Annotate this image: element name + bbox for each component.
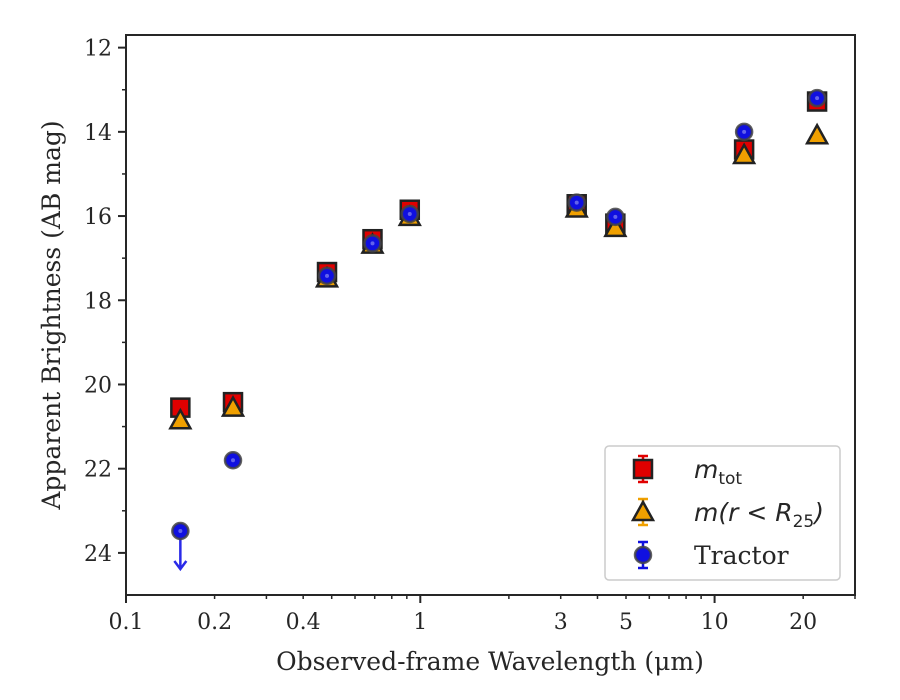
point-highlight xyxy=(613,214,618,219)
y-tick-label: 20 xyxy=(84,373,112,398)
point-highlight xyxy=(742,129,747,134)
point-highlight xyxy=(407,211,412,216)
data-point xyxy=(732,142,757,165)
y-tick-label: 12 xyxy=(84,37,112,62)
legend-marker xyxy=(632,458,654,480)
data-point xyxy=(606,207,625,227)
legend: mtot m(r < R25) Tractor xyxy=(604,445,841,581)
legend-box xyxy=(604,445,841,581)
point-highlight xyxy=(370,241,375,246)
data-point xyxy=(807,88,827,108)
data-point xyxy=(168,407,193,430)
x-tick-label: 10 xyxy=(701,610,729,635)
legend-label: mtot xyxy=(694,455,742,489)
x-axis-title: Observed-frame Wavelength (μm) xyxy=(276,647,704,676)
y-tick-label: 18 xyxy=(84,289,112,314)
data-point xyxy=(400,204,420,224)
x-tick-label: 0.2 xyxy=(197,610,232,635)
data-point xyxy=(317,266,337,286)
x-tick-label: 5 xyxy=(619,610,633,635)
data-point xyxy=(171,521,190,541)
data-point xyxy=(223,451,243,470)
y-axis-ticks: 12 14 16 18 20 22 24 xyxy=(84,37,126,567)
data-point xyxy=(363,234,382,253)
point-highlight xyxy=(178,529,183,533)
data-point xyxy=(603,215,628,238)
data-series-layer xyxy=(168,88,830,572)
y-axis-title: Apparent Brightness (AB mag) xyxy=(37,120,66,510)
legend-marker xyxy=(630,499,656,522)
x-tick-label: 0.4 xyxy=(286,610,321,635)
point-highlight xyxy=(231,458,236,463)
series-circle xyxy=(171,88,827,572)
data-point xyxy=(804,122,830,145)
legend-entries: mtot m(r < R25) Tractor xyxy=(630,454,824,570)
data-point xyxy=(567,193,586,212)
point-highlight xyxy=(574,200,579,205)
upper-limit-arrow xyxy=(173,560,188,572)
x-axis-ticks: 0.1 0.2 0.4 1 3 5 10 20 xyxy=(109,595,856,635)
x-tick-label: 1 xyxy=(413,610,427,635)
legend-marker xyxy=(633,545,653,565)
legend-label: m(r < R25) xyxy=(694,498,824,532)
y-tick-label: 14 xyxy=(84,121,112,146)
x-tick-label: 0.1 xyxy=(109,610,144,635)
y-tick-label: 16 xyxy=(84,205,112,230)
point-highlight xyxy=(815,96,820,101)
data-point xyxy=(734,122,754,142)
data-point xyxy=(220,395,246,417)
x-tick-label: 3 xyxy=(554,610,568,635)
point-highlight xyxy=(325,273,330,278)
y-tick-label: 24 xyxy=(84,542,112,567)
legend-label: Tractor xyxy=(694,541,789,570)
x-tick-label: 20 xyxy=(789,610,817,635)
y-tick-label: 22 xyxy=(84,458,112,483)
